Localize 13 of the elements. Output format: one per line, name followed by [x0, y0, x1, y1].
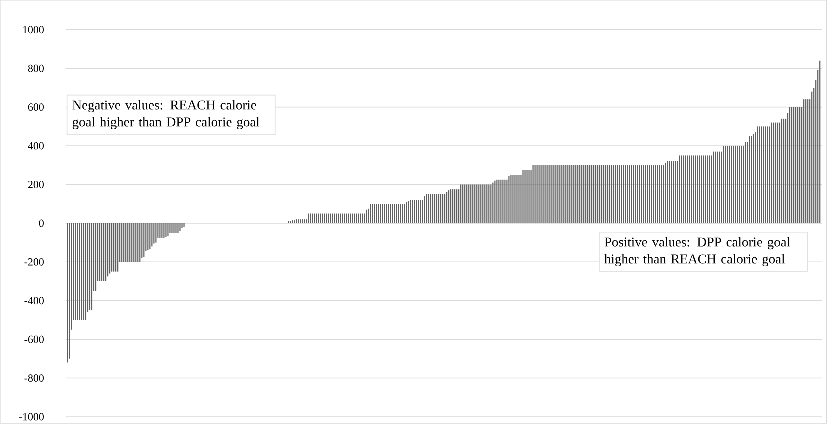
- y-tick-label: 800: [28, 64, 44, 72]
- annotation: Positive values: DPP calorie goal higher than REACH calorie goal: [604, 237, 790, 267]
- y-tick-label: 400: [28, 142, 44, 150]
- y-tick-label: -1000: [19, 413, 44, 421]
- annotation: Negative values: REACH calorie goal higher than DPP calorie goal: [72, 100, 260, 130]
- y-tick-label: 0: [39, 220, 44, 228]
- y-tick-label: -200: [24, 258, 44, 266]
- y-tick-label: 600: [28, 104, 44, 112]
- y-tick-label: 200: [28, 181, 44, 188]
- y-tick-label: -400: [24, 297, 44, 305]
- y-tick-label: -800: [24, 374, 44, 382]
- y-tick-label: 1000: [23, 26, 44, 34]
- y-tick-label: -600: [24, 336, 44, 344]
